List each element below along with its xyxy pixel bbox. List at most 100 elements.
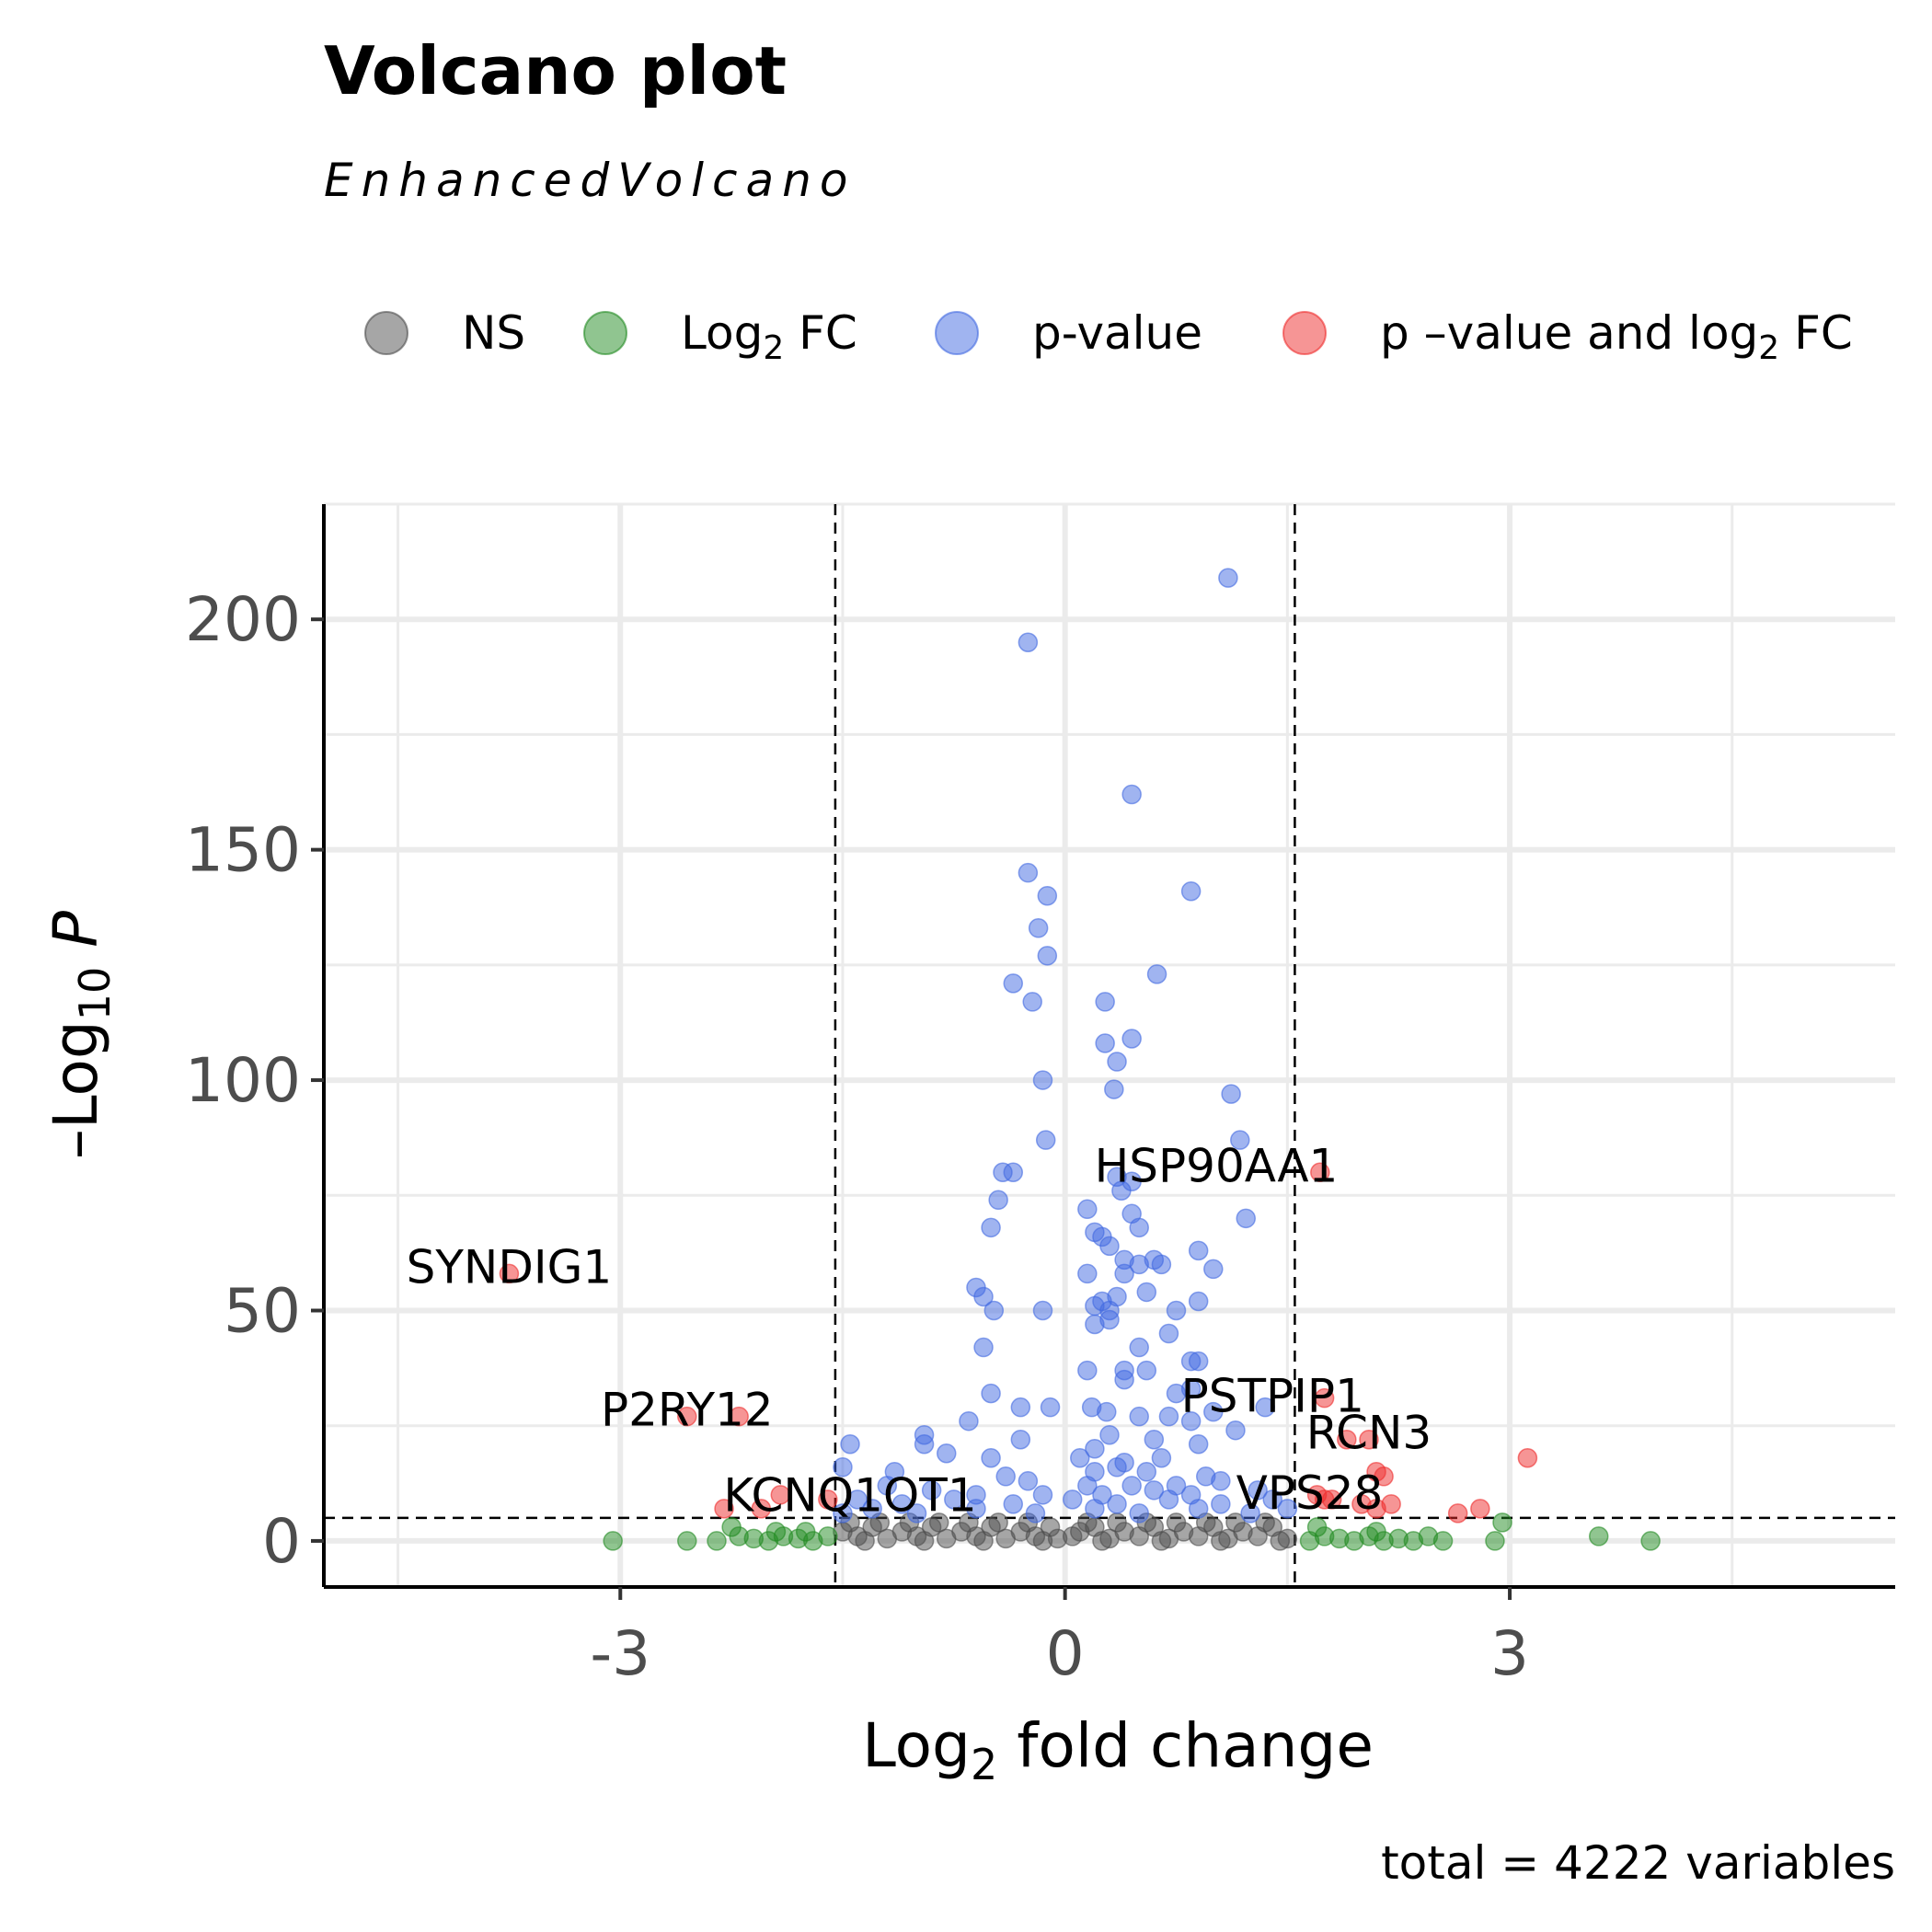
legend-item-both: p –value and log2 FC	[1282, 306, 1853, 367]
legend-swatch	[1282, 311, 1327, 355]
data-point-both	[770, 1485, 791, 1505]
data-points	[499, 568, 1661, 1551]
data-point-both	[1381, 1494, 1401, 1514]
data-point-pvalue	[1221, 1084, 1241, 1104]
data-point-pvalue	[1180, 1410, 1202, 1432]
cutoff-lines	[324, 504, 1895, 1587]
data-point-pvalue	[1097, 1401, 1117, 1422]
data-point-both	[1321, 1489, 1342, 1510]
data-point-both	[1517, 1448, 1538, 1468]
data-point-pvalue	[973, 1286, 994, 1307]
data-point-pvalue	[1018, 1471, 1039, 1491]
data-point-both	[1470, 1499, 1490, 1519]
gene-label: VPS28	[1236, 1466, 1384, 1520]
data-point-both	[499, 1263, 520, 1284]
data-point-pvalue	[1095, 1033, 1115, 1053]
data-point-pvalue	[1107, 1052, 1127, 1072]
y-tick-label: 50	[224, 1275, 301, 1346]
data-point-pvalue	[833, 1457, 853, 1478]
data-point-pvalue	[1032, 1300, 1053, 1321]
data-point-pvalue	[1099, 1236, 1120, 1257]
data-point-pvalue	[833, 1503, 853, 1524]
data-point-pvalue	[1121, 1476, 1142, 1496]
data-point-NS	[1151, 1531, 1172, 1551]
y-tick-label: 200	[185, 584, 301, 655]
data-point-NS	[1107, 1512, 1127, 1533]
data-point-pvalue	[1037, 885, 1058, 906]
data-point-pvalue	[1085, 1499, 1105, 1519]
data-point-NS	[988, 1512, 1008, 1533]
data-point-pvalue	[1003, 1162, 1024, 1182]
data-point-pvalue	[1158, 1489, 1179, 1510]
data-point-NS	[855, 1531, 875, 1551]
data-point-pvalue	[981, 1383, 1001, 1404]
data-point-pvalue	[1255, 1397, 1275, 1418]
data-point-log2fc	[1306, 1517, 1328, 1537]
data-point-pvalue	[1188, 1291, 1209, 1312]
data-point-pvalue	[1211, 1494, 1231, 1514]
data-point-pvalue	[1022, 992, 1042, 1012]
data-point-pvalue	[1062, 1489, 1083, 1510]
data-point-pvalue	[862, 1499, 882, 1519]
data-point-pvalue	[1040, 1397, 1061, 1418]
series-log2fc	[603, 1512, 1661, 1551]
data-point-log2fc	[1492, 1512, 1512, 1533]
data-point-both	[714, 1499, 734, 1519]
legend-item-NS: NS	[364, 306, 525, 360]
data-point-pvalue	[877, 1476, 898, 1496]
data-point-pvalue	[1003, 1494, 1024, 1514]
data-point-pvalue	[914, 1433, 935, 1455]
axes	[322, 504, 1895, 1589]
data-point-pvalue	[1144, 1480, 1165, 1501]
legend-swatch	[935, 311, 979, 355]
legend-swatch	[364, 311, 408, 355]
data-point-log2fc	[795, 1522, 816, 1542]
data-point-pvalue	[1028, 918, 1049, 938]
data-point-NS	[914, 1531, 935, 1551]
data-point-pvalue	[1136, 1462, 1157, 1482]
legend-swatch	[583, 311, 627, 355]
data-point-log2fc	[603, 1531, 623, 1551]
data-point-NS	[1032, 1531, 1053, 1551]
data-point-both	[818, 1489, 838, 1510]
gene-label: RCN3	[1306, 1407, 1432, 1460]
series-both	[499, 1162, 1538, 1524]
data-point-both	[1374, 1466, 1394, 1487]
data-point-pvalue	[1151, 1448, 1172, 1468]
data-point-pvalue	[1121, 784, 1142, 805]
data-point-log2fc	[677, 1531, 697, 1551]
data-point-pvalue	[847, 1489, 868, 1510]
data-point-pvalue	[1018, 632, 1039, 653]
data-point-NS	[1092, 1531, 1112, 1551]
data-point-pvalue	[1188, 1433, 1209, 1455]
data-point-pvalue	[1236, 1208, 1256, 1229]
data-point-both	[677, 1406, 697, 1427]
data-point-pvalue	[1099, 1424, 1120, 1445]
x-tick-label: 3	[1490, 1618, 1529, 1689]
data-point-pvalue	[944, 1489, 964, 1510]
data-point-pvalue	[1144, 1429, 1165, 1450]
data-point-both	[1337, 1429, 1357, 1450]
x-axis-title: Log2 fold change	[862, 1710, 1374, 1789]
data-point-pvalue	[988, 1190, 1008, 1211]
data-point-pvalue	[1129, 1503, 1149, 1524]
data-point-log2fc	[707, 1531, 727, 1551]
data-point-pvalue	[1077, 1476, 1098, 1496]
data-point-pvalue	[1114, 1263, 1134, 1284]
chart-subtitle: EnhancedVolcano	[324, 154, 856, 207]
data-point-pvalue	[1129, 1337, 1149, 1358]
data-point-pvalue	[1111, 1180, 1132, 1202]
legend-label: p –value and log2 FC	[1380, 306, 1853, 367]
data-point-both	[1447, 1503, 1468, 1524]
data-point-pvalue	[1203, 1401, 1224, 1422]
data-point-pvalue	[1085, 1438, 1105, 1459]
data-point-both	[1359, 1429, 1379, 1450]
data-point-pvalue	[1114, 1369, 1134, 1390]
data-point-pvalue	[1166, 1383, 1187, 1404]
data-point-pvalue	[1262, 1489, 1282, 1510]
data-point-NS	[1255, 1512, 1275, 1533]
data-point-NS	[1270, 1531, 1291, 1551]
data-point-pvalue	[1166, 1300, 1187, 1321]
